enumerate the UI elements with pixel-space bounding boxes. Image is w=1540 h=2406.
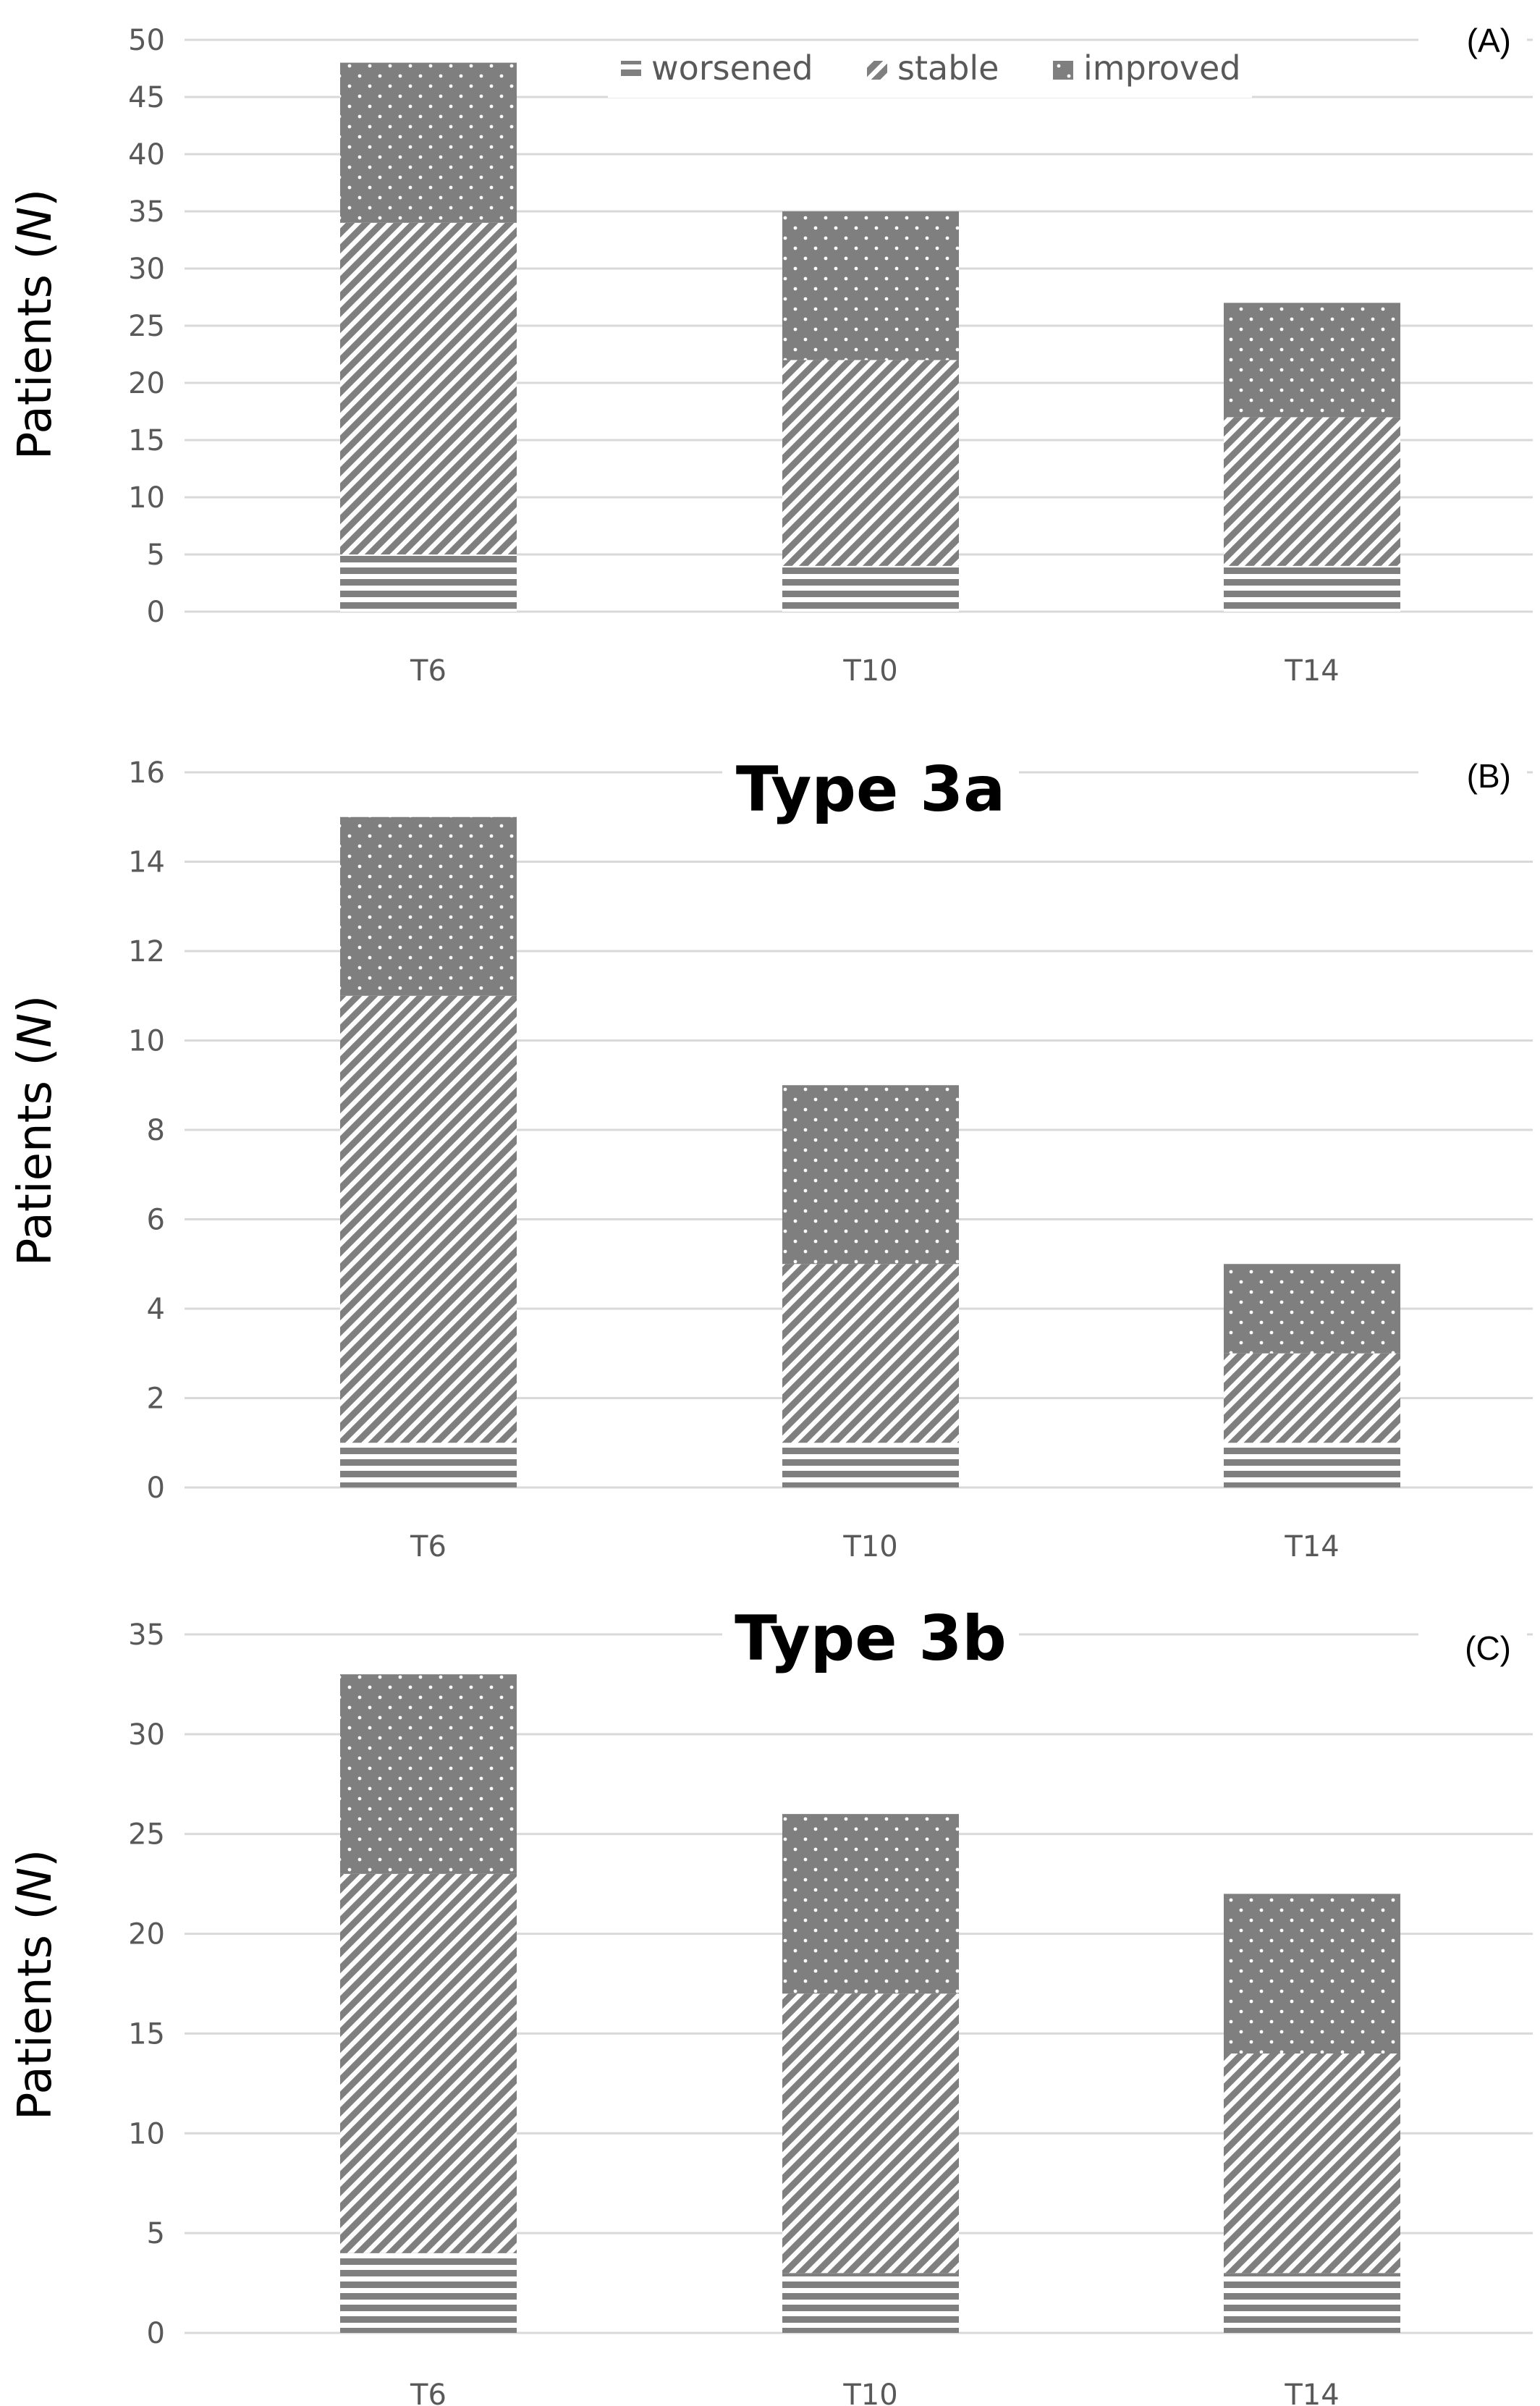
y-tick-label: 15: [128, 424, 165, 457]
y-tick-label: 15: [128, 2017, 165, 2051]
x-tick-label: T14: [1284, 654, 1339, 688]
bar-worsened-t6: [340, 1443, 517, 1487]
y-tick-label: 20: [128, 1918, 165, 1951]
y-tick-label: 10: [128, 2117, 165, 2150]
bar-improved-t14: [1224, 1894, 1400, 2053]
legend-label-worsened: worsened: [651, 48, 813, 88]
panel-label: (A): [1467, 22, 1511, 59]
bar-worsened-t6: [340, 2253, 517, 2333]
legend-label-stable: stable: [897, 48, 999, 88]
y-tick-label: 0: [147, 596, 165, 629]
y-tick-label: 30: [128, 253, 165, 286]
bar-worsened-t14: [1224, 2273, 1400, 2333]
bar-improved-t6: [340, 62, 517, 223]
legend-swatch-worsened: [621, 61, 641, 80]
y-axis-label: Patients (N): [9, 1849, 62, 2120]
bar-improved-t6: [340, 1674, 517, 1874]
bar-improved-t10: [782, 1085, 959, 1265]
bar-stable-t14: [1224, 417, 1400, 566]
bar-stable-t6: [340, 995, 517, 1443]
panel-label-backdrop: [1418, 751, 1527, 802]
y-tick-label: 20: [128, 367, 165, 400]
y-tick-label: 2: [147, 1383, 165, 1416]
y-tick-label: 35: [128, 1618, 165, 1652]
y-tick-label: 8: [147, 1114, 165, 1147]
chart-panel-2: 0 2 4 6 8 10 12 14 16 Patients (N) T6 T10 T14 Type 3a…: [9, 751, 1533, 1563]
y-tick-label: 14: [128, 846, 165, 879]
bar-worsened-t10: [782, 2273, 959, 2333]
bar-worsened-t14: [1224, 565, 1400, 612]
panel-label: (B): [1467, 757, 1511, 795]
chart-panel-3: 0 5 10 15 20 25 30 35 Patients (N) T6 T10 T14 Type 3…: [9, 1602, 1533, 2406]
y-axis-label: Patients (N): [9, 189, 62, 460]
legend-swatch-improved: [1053, 61, 1073, 80]
y-tick-label: 40: [128, 138, 165, 172]
legend-swatch-stable: [867, 61, 887, 80]
bar-stable-t14: [1224, 1353, 1400, 1443]
y-tick-label: 35: [128, 195, 165, 229]
y-tick-label: 10: [128, 1025, 165, 1058]
x-tick-label: T10: [842, 1530, 897, 1563]
x-tick-label: T14: [1284, 2378, 1339, 2406]
y-axis-label: Patients (N): [9, 995, 62, 1266]
y-tick-label: 50: [128, 24, 165, 57]
y-tick-label: 16: [128, 756, 165, 790]
panel-label-backdrop: [1418, 16, 1527, 67]
bar-stable-t6: [340, 222, 517, 554]
x-tick-label: T14: [1284, 1530, 1339, 1563]
bar-worsened-t10: [782, 565, 959, 612]
bar-improved-t14: [1224, 303, 1400, 418]
bar-stable-t14: [1224, 2053, 1400, 2274]
legend: worsened stable improved: [608, 48, 1252, 98]
y-tick-label: 5: [147, 2217, 165, 2250]
bar-improved-t14: [1224, 1264, 1400, 1354]
chart-panel-1: 0 5 10 15 20 25 30 35 40 45 50 Patients (N) T6 T10 T14…: [9, 16, 1533, 688]
x-tick-label: T6: [410, 654, 447, 688]
y-tick-label: 4: [147, 1293, 165, 1326]
bar-stable-t10: [782, 360, 959, 566]
y-tick-label: 25: [128, 1818, 165, 1852]
panel-label: (C): [1465, 1629, 1511, 1667]
panel-label-backdrop: [1418, 1624, 1527, 1674]
y-tick-label: 10: [128, 481, 165, 515]
bar-improved-t6: [340, 816, 517, 996]
y-tick-label: 12: [128, 935, 165, 968]
chart-title: Type 3a: [736, 754, 1005, 826]
bar-worsened-t14: [1224, 1443, 1400, 1487]
y-tick-label: 30: [128, 1718, 165, 1752]
title-backdrop: [722, 1602, 1019, 1681]
x-tick-label: T10: [842, 2378, 897, 2406]
x-tick-label: T10: [842, 654, 897, 688]
bar-stable-t10: [782, 1264, 959, 1443]
y-tick-label: 25: [128, 310, 165, 343]
bar-improved-t10: [782, 211, 959, 360]
legend-backdrop: [608, 54, 1252, 98]
chart-title: Type 3b: [735, 1603, 1007, 1675]
bar-worsened-t10: [782, 1443, 959, 1487]
bar-worsened-t6: [340, 554, 517, 612]
x-tick-label: T6: [410, 2378, 447, 2406]
y-tick-label: 0: [147, 1472, 165, 1505]
title-backdrop: [722, 753, 1019, 832]
y-tick-label: 0: [147, 2317, 165, 2350]
bar-improved-t10: [782, 1814, 959, 1994]
y-tick-label: 45: [128, 81, 165, 114]
bar-stable-t10: [782, 1993, 959, 2274]
y-tick-label: 6: [147, 1204, 165, 1237]
legend-label-improved: improved: [1083, 48, 1241, 88]
y-tick-label: 5: [147, 539, 165, 572]
x-tick-label: T6: [410, 1530, 447, 1563]
bar-stable-t6: [340, 1873, 517, 2253]
